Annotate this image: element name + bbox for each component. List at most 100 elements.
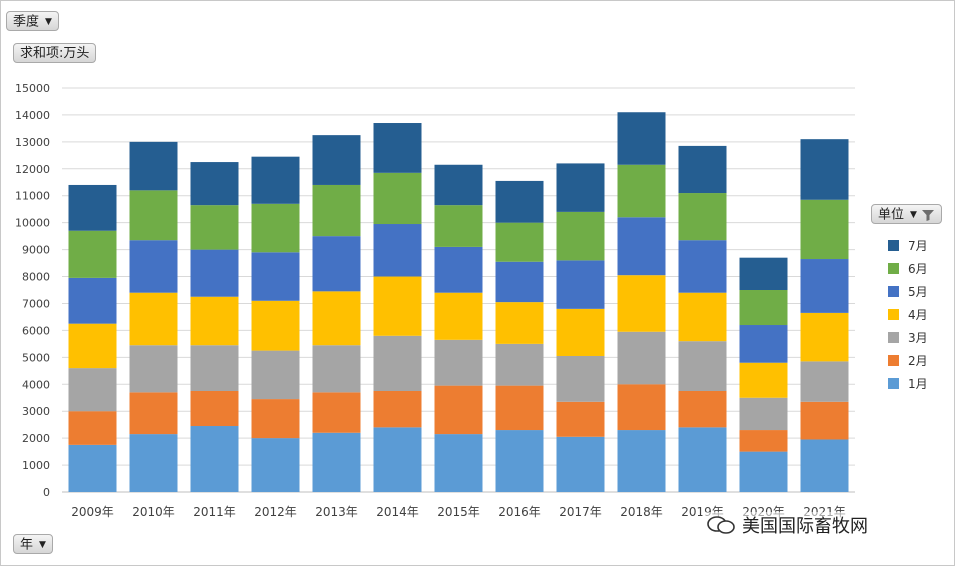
- bar-segment-5月-2014年: [373, 224, 422, 277]
- x-tick-label: 2009年: [71, 505, 114, 519]
- legend-item: 4月: [888, 303, 928, 326]
- dropdown-arrow-icon: ▼: [39, 540, 46, 550]
- y-tick-label: 9000: [22, 244, 50, 257]
- bar-segment-2月-2014年: [373, 391, 422, 428]
- filter-icon: [921, 210, 934, 221]
- bar-segment-7月-2013年: [312, 135, 361, 185]
- x-tick-label: 2011年: [193, 505, 236, 519]
- bar-segment-1月-2018年: [617, 430, 666, 492]
- bar-segment-4月-2010年: [129, 292, 178, 346]
- bar-segment-6月-2018年: [617, 164, 666, 218]
- legend-item: 3月: [888, 326, 928, 349]
- y-tick-label: 10000: [15, 217, 50, 230]
- bar-segment-4月-2011年: [190, 296, 239, 346]
- bar-segment-1月-2010年: [129, 434, 178, 492]
- bar-segment-5月-2016年: [495, 261, 544, 303]
- x-tick-label: 2014年: [376, 505, 419, 519]
- year-field-button[interactable]: 年 ▼: [13, 534, 53, 554]
- bar-segment-3月-2018年: [617, 331, 666, 385]
- bar-segment-5月-2020年: [739, 325, 788, 363]
- sum-field-button[interactable]: 求和项:万头: [13, 43, 97, 63]
- bar-segment-2月-2021年: [800, 401, 849, 440]
- bar-segment-2月-2011年: [190, 391, 239, 427]
- bar-segment-1月-2015年: [434, 434, 483, 492]
- bar-segment-5月-2012年: [251, 252, 300, 301]
- bar-segment-6月-2016年: [495, 222, 544, 262]
- bar-segment-6月-2009年: [68, 230, 117, 278]
- bar-segment-3月-2021年: [800, 361, 849, 402]
- bar-segment-6月-2010年: [129, 190, 178, 241]
- bar-segment-2月-2012年: [251, 399, 300, 439]
- dropdown-arrow-icon: ▼: [45, 17, 52, 27]
- bar-segment-1月-2016年: [495, 430, 544, 492]
- bar-segment-3月-2019年: [678, 341, 727, 391]
- bar-segment-5月-2013年: [312, 236, 361, 292]
- y-tick-label: 7000: [22, 297, 50, 310]
- bar-segment-4月-2021年: [800, 312, 849, 362]
- bar-segment-3月-2009年: [68, 368, 117, 412]
- bar-segment-6月-2011年: [190, 205, 239, 250]
- bar-segment-3月-2012年: [251, 350, 300, 400]
- bar-segment-4月-2012年: [251, 300, 300, 351]
- legend: 7月 6月 5月 4月 3月 2月 1月: [888, 234, 928, 395]
- x-tick-label: 2016年: [498, 505, 541, 519]
- legend-label: 3月: [908, 331, 928, 345]
- bar-segment-7月-2021年: [800, 139, 849, 200]
- bar-segment-2月-2010年: [129, 392, 178, 435]
- bar-segment-4月-2020年: [739, 362, 788, 398]
- bar-segment-7月-2018年: [617, 112, 666, 165]
- y-tick-label: 0: [43, 486, 50, 499]
- bar-segment-5月-2015年: [434, 246, 483, 293]
- bar-segment-2月-2019年: [678, 391, 727, 428]
- bar-segment-1月-2009年: [68, 444, 117, 492]
- y-tick-label: 12000: [15, 163, 50, 176]
- legend-label: 4月: [908, 308, 928, 322]
- x-tick-label: 2017年: [559, 505, 602, 519]
- year-field-label: 年: [20, 537, 34, 553]
- legend-swatch: [888, 355, 899, 366]
- bar-segment-3月-2016年: [495, 343, 544, 386]
- bar-segment-1月-2011年: [190, 426, 239, 492]
- bar-segment-3月-2014年: [373, 335, 422, 391]
- bar-segment-3月-2017年: [556, 355, 605, 402]
- bar-segment-5月-2019年: [678, 240, 727, 293]
- legend-item: 2月: [888, 349, 928, 372]
- bar-segment-3月-2011年: [190, 345, 239, 391]
- y-tick-label: 2000: [22, 432, 50, 445]
- bar-segment-5月-2009年: [68, 277, 117, 324]
- bar-segment-7月-2016年: [495, 180, 544, 223]
- legend-swatch: [888, 240, 899, 251]
- bar-segment-2月-2017年: [556, 401, 605, 437]
- y-tick-label: 15000: [15, 82, 50, 95]
- legend-swatch: [888, 332, 899, 343]
- x-tick-label: 2018年: [620, 505, 663, 519]
- bar-segment-7月-2010年: [129, 141, 178, 191]
- season-filter-button[interactable]: 季度 ▼: [6, 11, 59, 31]
- bar-segment-3月-2010年: [129, 345, 178, 393]
- bar-segment-7月-2012年: [251, 156, 300, 204]
- bar-segment-4月-2014年: [373, 276, 422, 336]
- unit-field-button[interactable]: 单位 ▼: [871, 204, 942, 224]
- bar-segment-2月-2009年: [68, 411, 117, 445]
- legend-swatch: [888, 263, 899, 274]
- legend-swatch: [888, 378, 899, 389]
- bar-segment-3月-2015年: [434, 339, 483, 386]
- x-axis-ticks: 2009年 2010年 2011年 2012年 2013年 2014年 2015年 2016年…: [71, 505, 846, 519]
- bar-segment-6月-2013年: [312, 184, 361, 237]
- bar-segment-4月-2018年: [617, 275, 666, 332]
- legend-label: 6月: [908, 262, 928, 276]
- bar-segment-2月-2020年: [739, 430, 788, 452]
- y-tick-label: 6000: [22, 324, 50, 337]
- bar-segment-1月-2013年: [312, 432, 361, 492]
- sum-field-label: 求和项:万头: [20, 46, 90, 61]
- x-tick-label: 2012年: [254, 505, 297, 519]
- bar-segment-1月-2020年: [739, 451, 788, 492]
- bar-segment-6月-2019年: [678, 193, 727, 241]
- bar-segment-3月-2020年: [739, 397, 788, 431]
- bar-segment-2月-2018年: [617, 384, 666, 431]
- bar-segment-5月-2017年: [556, 260, 605, 309]
- x-tick-label: 2015年: [437, 505, 480, 519]
- legend-swatch: [888, 286, 899, 297]
- legend-label: 1月: [908, 377, 928, 391]
- y-tick-label: 3000: [22, 405, 50, 418]
